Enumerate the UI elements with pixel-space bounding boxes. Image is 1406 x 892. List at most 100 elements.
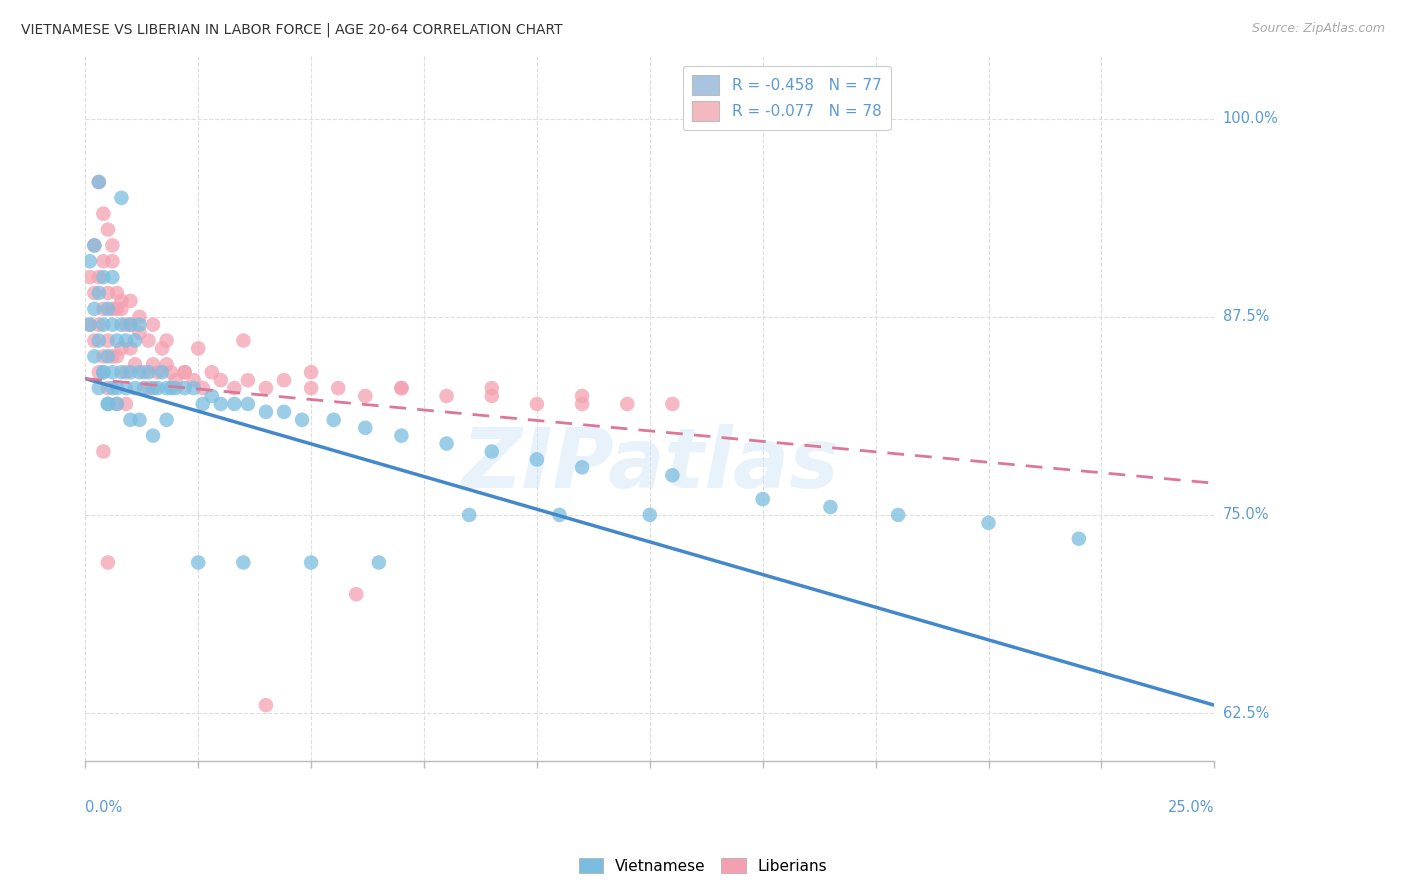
Point [110,191,132,205]
Point [93,350,115,364]
Point [83,350,105,364]
Point [291,413,314,427]
Point [236,373,259,387]
Text: 100.0%: 100.0% [1223,112,1278,126]
Point [354,389,377,403]
Point [79,270,101,285]
Point [661,397,683,411]
Point [120,342,142,356]
Point [165,373,187,387]
Point [83,238,105,252]
Point [97,397,120,411]
Point [322,413,344,427]
Point [110,365,132,379]
Point [87,318,110,332]
Point [87,285,110,300]
Point [391,381,413,395]
Point [120,365,142,379]
Point [232,334,254,348]
Point [101,238,124,252]
Point [224,397,246,411]
Point [201,389,224,403]
Point [124,334,146,348]
Point [155,413,177,427]
Point [146,381,169,395]
Point [638,508,661,522]
Point [150,365,173,379]
Point [83,301,105,316]
Point [115,397,138,411]
Text: 0.0%: 0.0% [86,799,122,814]
Point [105,334,128,348]
Point [367,556,389,570]
Point [354,421,377,435]
Point [526,452,548,467]
Point [548,508,571,522]
Point [93,365,115,379]
Text: ZIPatlas: ZIPatlas [461,424,839,505]
Point [236,397,259,411]
Legend: Vietnamese, Liberians: Vietnamese, Liberians [572,852,834,880]
Point [142,428,165,442]
Point [138,334,160,348]
Point [142,318,165,332]
Point [616,397,638,411]
Point [79,254,101,268]
Point [87,365,110,379]
Text: 75.0%: 75.0% [1223,508,1270,523]
Point [751,491,773,506]
Point [458,508,481,522]
Point [128,365,150,379]
Point [128,326,150,340]
Point [105,301,128,316]
Point [132,365,155,379]
Point [142,381,165,395]
Point [97,381,120,395]
Point [173,365,195,379]
Point [299,381,322,395]
Point [110,293,132,308]
Point [93,270,115,285]
Point [273,405,295,419]
Point [160,381,183,395]
Point [128,413,150,427]
Point [83,285,105,300]
Point [481,444,503,458]
Point [150,342,173,356]
Point [93,207,115,221]
Point [436,436,458,450]
Point [83,238,105,252]
Point [481,389,503,403]
Point [187,556,209,570]
Point [132,381,155,395]
Point [138,365,160,379]
Point [191,381,214,395]
Point [191,397,214,411]
Point [299,365,322,379]
Point [97,222,120,236]
Text: 62.5%: 62.5% [1223,706,1270,721]
Point [344,587,367,601]
Point [120,413,142,427]
Point [201,365,224,379]
Point [155,334,177,348]
Point [571,389,593,403]
Point [173,365,195,379]
Point [481,381,503,395]
Text: 25.0%: 25.0% [1168,799,1215,814]
Point [110,342,132,356]
Point [273,373,295,387]
Point [79,318,101,332]
Point [1067,532,1090,546]
Text: 87.5%: 87.5% [1223,310,1270,324]
Point [83,334,105,348]
Point [328,381,350,395]
Point [391,428,413,442]
Point [87,381,110,395]
Point [87,334,110,348]
Point [97,301,120,316]
Point [101,381,124,395]
Point [977,516,1000,530]
Point [101,318,124,332]
Point [571,397,593,411]
